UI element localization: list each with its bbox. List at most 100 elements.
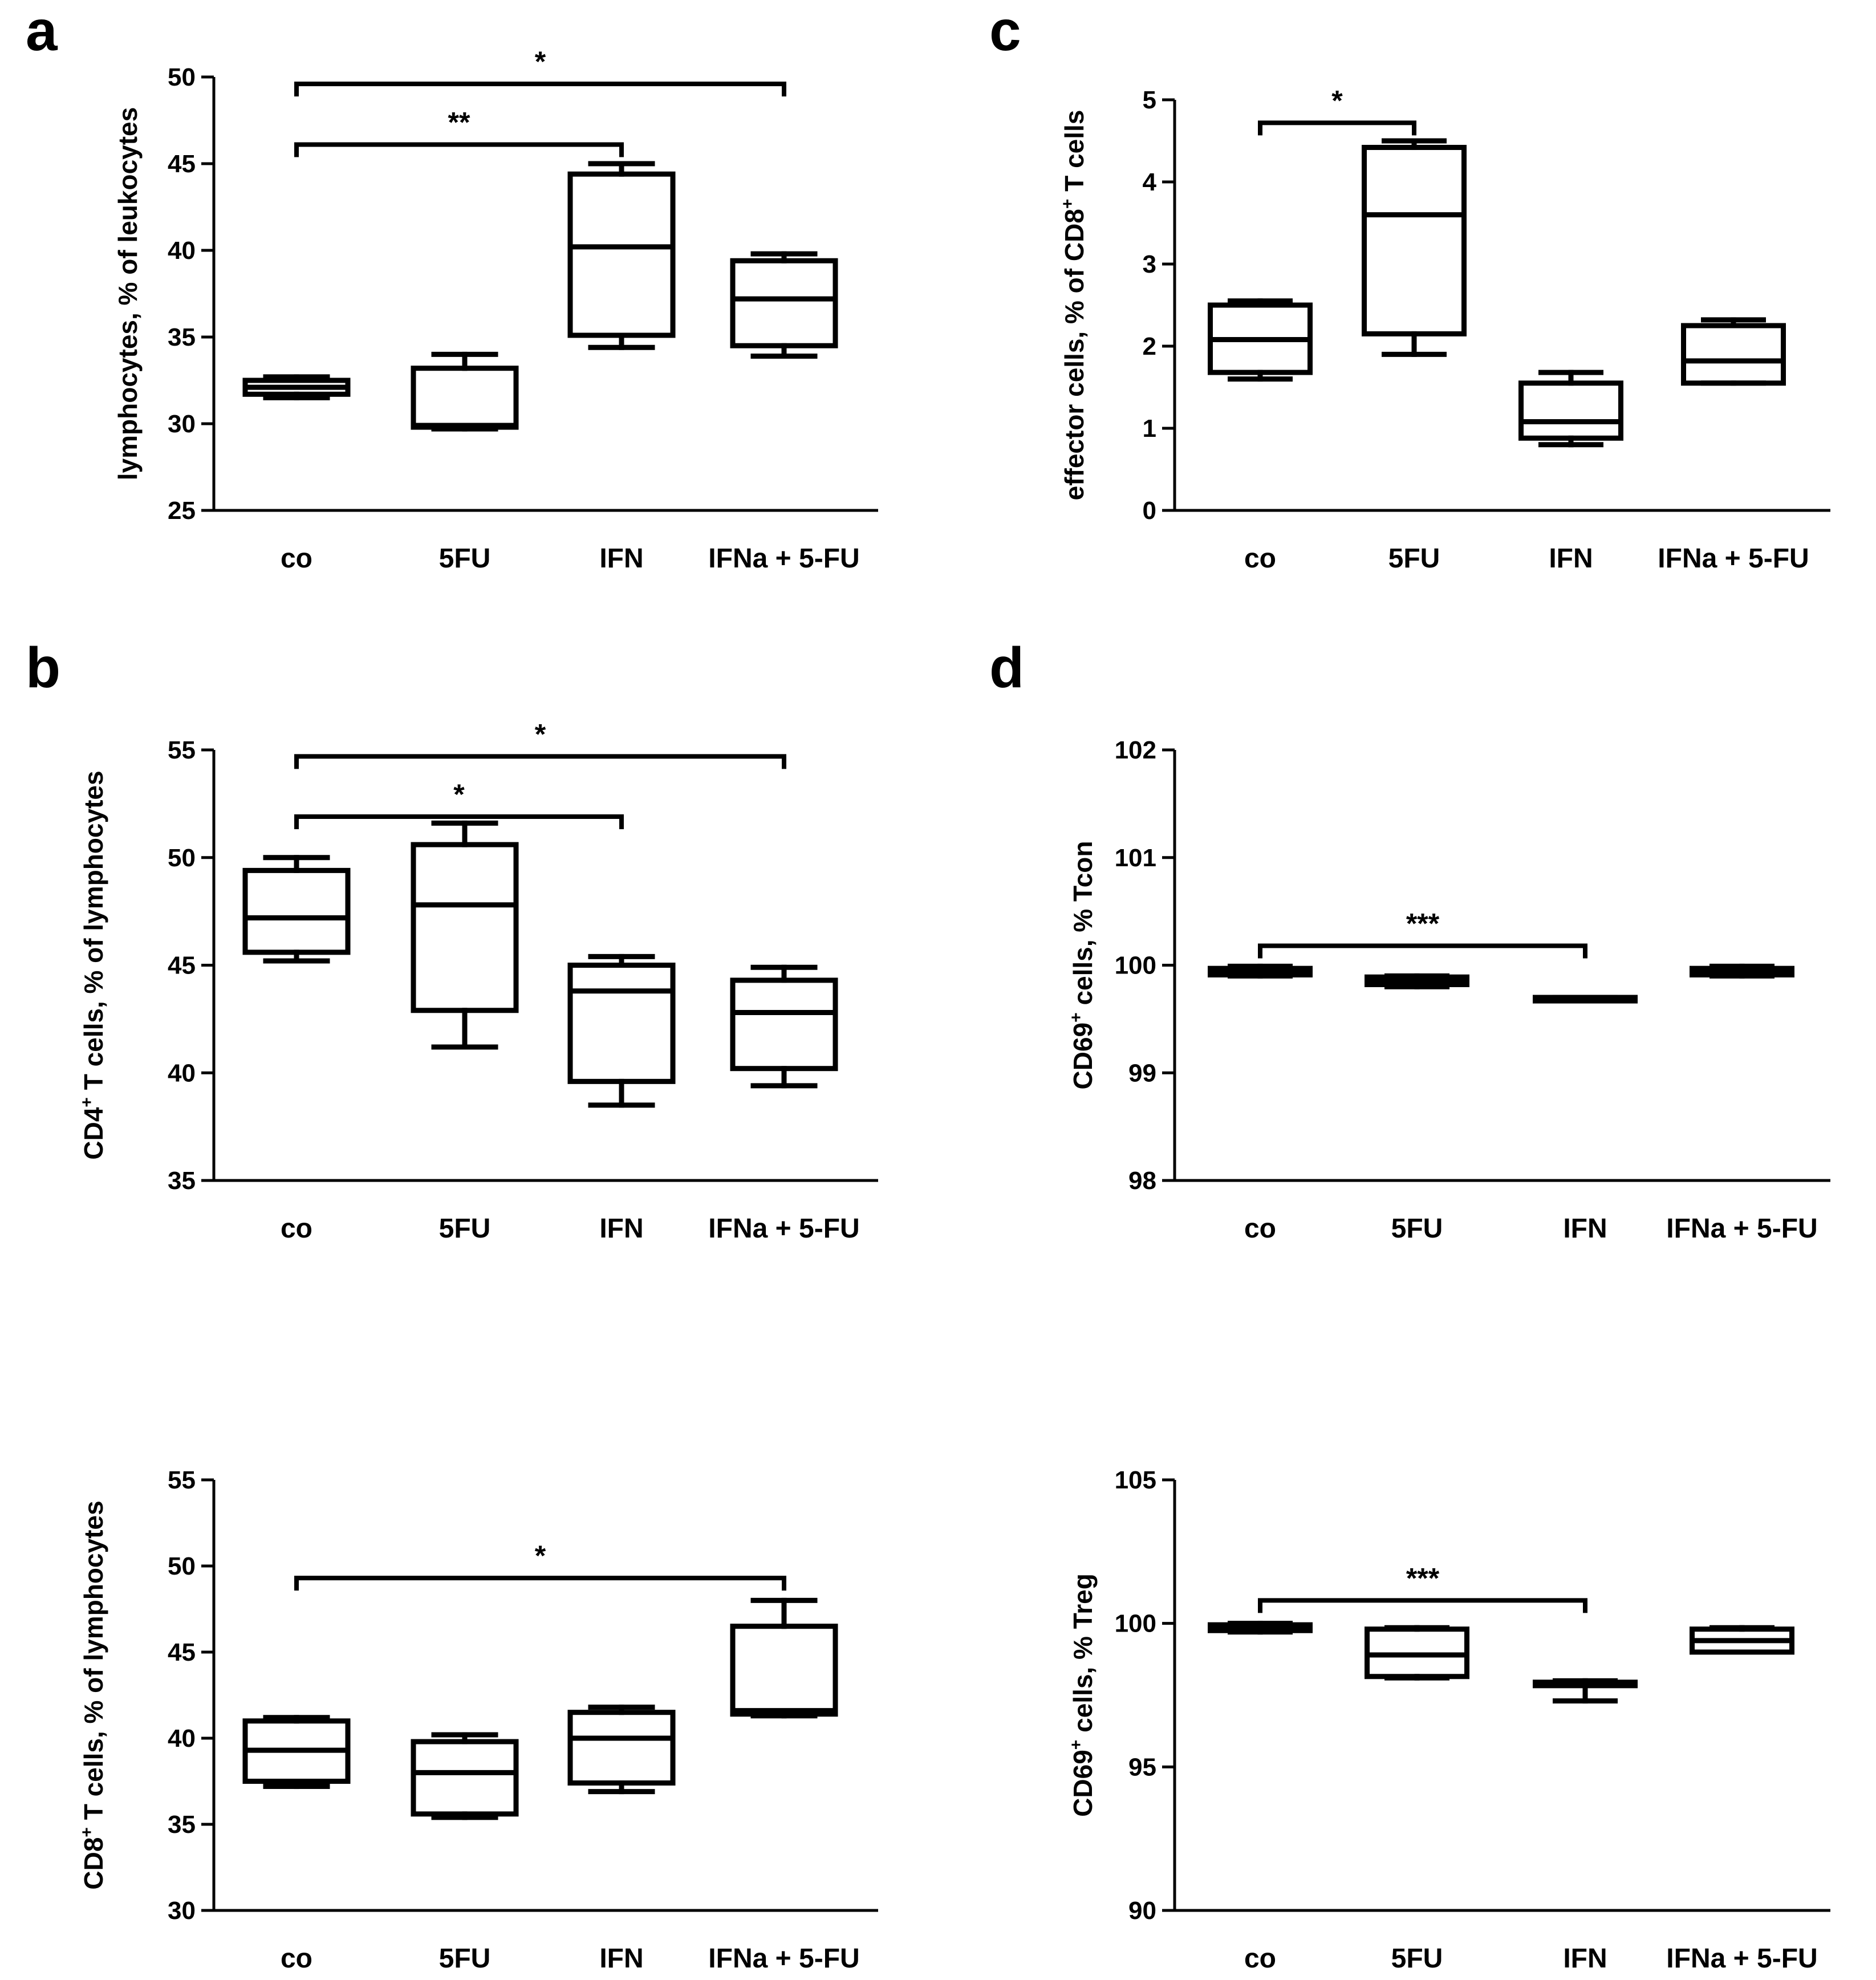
y-tick-label: 0 — [1143, 497, 1156, 525]
x-tick-label: co — [281, 1214, 312, 1244]
bracket-line — [294, 142, 624, 157]
x-tick-label: 5FU — [439, 543, 491, 574]
x-tick-label: 5FU — [1391, 1944, 1443, 1974]
y-tick-label: 55 — [168, 736, 196, 764]
x-tick-label: IFNa + 5-FU — [1658, 543, 1809, 574]
y-tick-label: 35 — [168, 1167, 196, 1195]
bracket-line — [294, 1576, 786, 1591]
box-iqr — [411, 1739, 519, 1817]
box-IFN — [567, 161, 676, 350]
box-IFNa + 5-FU — [1690, 1625, 1794, 1655]
x-tick-label: IFN — [599, 1214, 643, 1244]
significance-label: *** — [1406, 908, 1440, 940]
y-axis-title: lymphocytes, % of leukocytes — [113, 107, 143, 480]
box-iqr — [411, 366, 519, 430]
y-tick-label: 101 — [1115, 844, 1156, 872]
y-tick-label: 35 — [168, 323, 196, 351]
chart-d: 98 99 100 101 102 co 5FU IFN IFNa + 5-FU CD69+ ce… — [1067, 736, 1830, 1244]
panel-letter-a: a — [26, 0, 58, 63]
box-5FU — [1365, 1625, 1469, 1681]
box-5FU — [411, 1732, 519, 1820]
x-tick-label: IFN — [1563, 1214, 1607, 1244]
box-iqr — [730, 1624, 838, 1717]
bracket-line — [294, 814, 624, 830]
x-tick-label: co — [1244, 1944, 1276, 1974]
box-co — [1208, 298, 1313, 382]
y-tick-label: 1 — [1143, 415, 1156, 443]
box-iqr — [567, 963, 676, 1084]
box-iqr — [242, 867, 351, 955]
y-axis-title: CD69+ cells, % Treg — [1067, 1573, 1098, 1817]
significance-label: * — [535, 1540, 546, 1572]
box-5FU — [1365, 973, 1469, 989]
box-IFNa + 5-FU — [730, 1597, 838, 1719]
box-5FU — [411, 351, 519, 432]
box-IFNa + 5-FU — [1690, 963, 1794, 979]
x-tick-label: IFN — [1549, 543, 1593, 574]
y-tick-label: 40 — [168, 1059, 196, 1087]
box-iqr — [567, 171, 676, 338]
box-IFNa + 5-FU — [730, 964, 838, 1089]
box-iqr — [567, 1710, 676, 1786]
bracket-line — [1258, 120, 1416, 136]
significance-bracket: * — [294, 46, 786, 97]
x-tick-label: IFNa + 5-FU — [1666, 1944, 1817, 1974]
x-tick-label: co — [281, 1944, 312, 1974]
box-co — [242, 374, 351, 400]
significance-bracket: * — [294, 778, 624, 830]
y-tick-label: 4 — [1143, 168, 1157, 196]
box-iqr — [730, 258, 838, 348]
box-co — [1208, 1621, 1313, 1635]
y-tick-label: 30 — [168, 410, 196, 438]
chart-b: 35 40 45 50 55 co 5FU IFN IFNa + 5-FU CD4+ T cell… — [78, 718, 878, 1244]
x-tick-label: IFN — [599, 543, 643, 574]
x-tick-label: co — [281, 543, 312, 574]
box-iqr — [1681, 323, 1786, 386]
y-tick-label: 99 — [1128, 1059, 1156, 1087]
box-5FU — [411, 820, 519, 1050]
y-tick-label: 40 — [168, 237, 196, 265]
chart-b2: 30 35 40 45 50 55 co 5FU IFN IFNa + 5-FU CD8+ T ce… — [78, 1466, 878, 1974]
box-iqr — [730, 977, 838, 1072]
y-tick-label: 2 — [1143, 332, 1156, 360]
x-tick-label: 5FU — [439, 1214, 491, 1244]
chart-c: 0 1 2 3 4 5 co 5FU IFN IFNa + 5-FU effector cells,… — [1058, 84, 1830, 574]
y-tick-label: 5 — [1143, 86, 1156, 114]
y-tick-label: 30 — [168, 1897, 196, 1925]
y-tick-label: 25 — [168, 497, 196, 525]
significance-bracket: *** — [1258, 1562, 1587, 1613]
significance-bracket: ** — [294, 107, 624, 157]
y-tick-label: 50 — [168, 844, 196, 872]
bracket-line — [294, 754, 786, 769]
y-tick-label: 98 — [1128, 1167, 1156, 1195]
box-IFN — [567, 954, 676, 1108]
significance-label: * — [535, 718, 546, 750]
y-tick-label: 45 — [168, 1638, 196, 1666]
box-co — [1208, 963, 1313, 979]
box-iqr — [1362, 145, 1467, 336]
significance-label: *** — [1406, 1562, 1440, 1594]
x-tick-label: IFNa + 5-FU — [1666, 1214, 1817, 1244]
x-tick-label: co — [1244, 543, 1276, 574]
bracket-line — [1258, 1598, 1587, 1613]
significance-bracket: *** — [1258, 908, 1587, 959]
x-tick-label: IFNa + 5-FU — [708, 543, 859, 574]
x-tick-label: IFNa + 5-FU — [708, 1214, 859, 1244]
y-tick-label: 50 — [168, 63, 196, 91]
y-tick-label: 55 — [168, 1466, 196, 1494]
box-iqr — [1518, 380, 1623, 441]
chart-a: 25 30 35 40 45 50 co 5FU IFN IFNa + 5-FU lymphocyt… — [113, 46, 878, 574]
box-IFNa + 5-FU — [1681, 317, 1786, 386]
box-IFN — [1533, 995, 1638, 1004]
significance-bracket: * — [294, 1540, 786, 1591]
panel-letter-b: b — [26, 636, 60, 700]
box-IFN — [567, 1705, 676, 1795]
significance-bracket: * — [294, 718, 786, 769]
box-co — [242, 855, 351, 964]
y-tick-label: 90 — [1128, 1897, 1156, 1925]
y-axis-title: effector cells, % of CD8+ T cells — [1058, 110, 1089, 501]
box-co — [242, 1715, 351, 1790]
y-tick-label: 45 — [168, 150, 196, 178]
y-tick-label: 95 — [1128, 1753, 1156, 1781]
